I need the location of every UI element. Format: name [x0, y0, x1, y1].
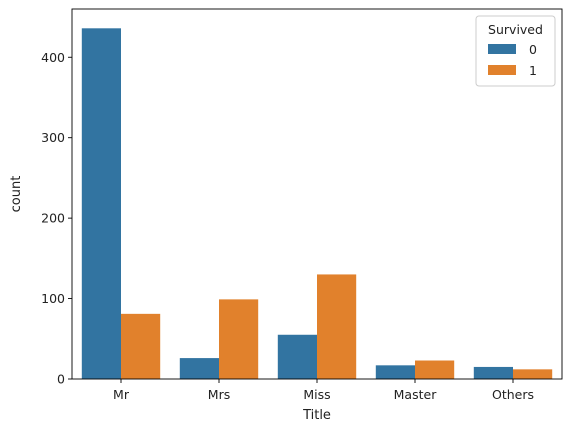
bar-others-survived-0: [473, 366, 513, 379]
x-tick-label: Others: [492, 387, 534, 402]
bar-master-survived-0: [375, 365, 415, 379]
y-tick-label: 300: [41, 130, 65, 145]
legend-label-1: 1: [529, 63, 537, 78]
x-tick-label: Miss: [303, 387, 330, 402]
x-tick-label: Mrs: [208, 387, 230, 402]
y-axis-title: count: [9, 176, 24, 213]
bar-miss-survived-0: [277, 334, 317, 379]
y-tick-label: 0: [57, 372, 65, 387]
y-ticks: 0 100 200 300 400: [41, 50, 72, 387]
legend-swatch-1: [488, 65, 516, 75]
bar-others-survived-1: [513, 369, 553, 379]
y-tick-label: 400: [41, 50, 65, 65]
y-tick-label: 100: [41, 291, 65, 306]
bars-layer: [81, 28, 553, 379]
legend-title: Survived: [488, 22, 543, 37]
x-ticks: Mr Mrs Miss Master Others: [113, 379, 534, 402]
bar-mr-survived-1: [121, 313, 161, 379]
x-tick-label: Mr: [113, 387, 130, 402]
legend: Survived 0 1: [475, 15, 556, 87]
bar-master-survived-1: [415, 360, 455, 379]
y-tick-label: 200: [41, 211, 65, 226]
bar-mr-survived-0: [81, 28, 121, 379]
x-tick-label: Master: [394, 387, 438, 402]
legend-swatch-0: [488, 44, 516, 54]
x-axis-title: Title: [302, 408, 331, 423]
bar-mrs-survived-1: [219, 299, 259, 379]
legend-label-0: 0: [529, 42, 537, 57]
bar-mrs-survived-0: [179, 358, 219, 379]
bar-miss-survived-1: [317, 274, 357, 379]
plot-frame: [71, 8, 563, 380]
